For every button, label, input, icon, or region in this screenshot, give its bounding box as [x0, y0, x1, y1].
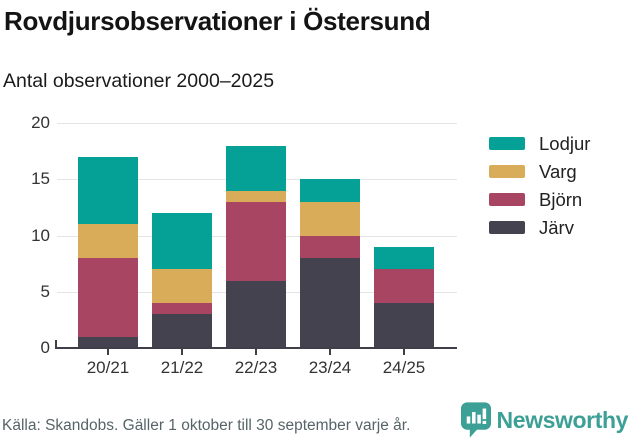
x-axis-tick-label: 21/22 — [160, 358, 204, 377]
legend-item-jrv[interactable]: Järv — [489, 217, 590, 238]
bar-segment-bjrn-23-24[interactable] — [300, 235, 360, 258]
bar-segment-lodjur-20-21[interactable] — [78, 156, 138, 225]
bar-segment-bjrn-24-25[interactable] — [374, 269, 434, 303]
bar-segment-varg-22-23[interactable] — [226, 190, 286, 202]
source-note: Källa: Skandobs. Gäller 1 oktober till 3… — [2, 417, 411, 434]
legend-item-bjrn[interactable]: Björn — [489, 189, 590, 210]
bar-segment-bjrn-22-23[interactable] — [226, 201, 286, 281]
bar-segment-varg-23-24[interactable] — [300, 201, 360, 236]
x-axis-tick-label: 23/24 — [308, 358, 352, 377]
legend-swatch — [489, 137, 525, 150]
brand-name: Newsworthy — [496, 407, 629, 433]
gridline-y20 — [57, 123, 457, 124]
x-axis-tick — [181, 349, 183, 355]
bar-segment-jrv-20-21[interactable] — [78, 336, 138, 348]
y-axis-tick-label: 20 — [31, 113, 50, 132]
bar-segment-jrv-21-22[interactable] — [152, 314, 212, 348]
legend-label: Järv — [539, 217, 574, 238]
x-axis-tick-label: 20/21 — [86, 358, 130, 377]
legend-label: Björn — [539, 189, 583, 210]
bar-segment-bjrn-21-22[interactable] — [152, 303, 212, 315]
bar-segment-lodjur-24-25[interactable] — [374, 246, 434, 270]
x-axis-tick-label: 22/23 — [234, 358, 278, 377]
bar-segment-jrv-22-23[interactable] — [226, 280, 286, 348]
legend-swatch — [489, 221, 525, 234]
y-axis-tick-label: 0 — [40, 338, 50, 357]
bar-segment-varg-21-22[interactable] — [152, 269, 212, 303]
bar-segment-varg-20-21[interactable] — [78, 224, 138, 258]
chart-legend: Lodjur Varg Björn Järv — [489, 133, 591, 248]
bar-segment-jrv-23-24[interactable] — [300, 258, 360, 348]
x-axis-line — [55, 347, 457, 349]
y-axis-zero-tick — [55, 340, 57, 348]
brand-logo: Newsworthy — [460, 402, 629, 438]
y-axis-tick-label: 5 — [40, 281, 50, 301]
x-axis-tick — [107, 349, 109, 355]
chart-subtitle: Antal observationer 2000–2025 — [3, 70, 275, 92]
legend-item-lodjur[interactable]: Lodjur — [489, 133, 591, 154]
bar-segment-lodjur-22-23[interactable] — [226, 145, 286, 191]
x-axis-tick-label: 24/25 — [382, 358, 426, 377]
legend-label: Lodjur — [539, 133, 591, 154]
bar-segment-lodjur-23-24[interactable] — [300, 179, 360, 202]
bar-segment-jrv-24-25[interactable] — [374, 303, 434, 348]
legend-label: Varg — [539, 161, 577, 182]
x-axis-tick — [403, 349, 405, 355]
newsworthy-logo-icon — [460, 402, 491, 438]
legend-swatch — [489, 165, 525, 178]
x-axis-tick — [255, 349, 257, 355]
legend-item-varg[interactable]: Varg — [489, 161, 590, 182]
bar-segment-bjrn-20-21[interactable] — [78, 258, 138, 337]
x-axis-tick — [329, 349, 331, 355]
y-axis-tick-label: 15 — [31, 169, 50, 189]
y-axis-tick-label: 10 — [31, 225, 50, 245]
bar-segment-lodjur-21-22[interactable] — [152, 213, 212, 270]
chart-title: Rovdjursobservationer i Östersund — [4, 6, 431, 36]
legend-swatch — [489, 193, 525, 206]
